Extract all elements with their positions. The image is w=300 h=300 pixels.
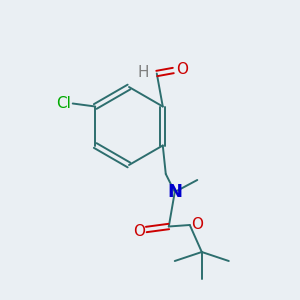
Text: H: H xyxy=(137,64,149,80)
Text: Cl: Cl xyxy=(56,96,71,111)
Text: O: O xyxy=(176,61,188,76)
Text: N: N xyxy=(167,183,182,201)
Text: O: O xyxy=(191,217,203,232)
Text: O: O xyxy=(133,224,145,238)
